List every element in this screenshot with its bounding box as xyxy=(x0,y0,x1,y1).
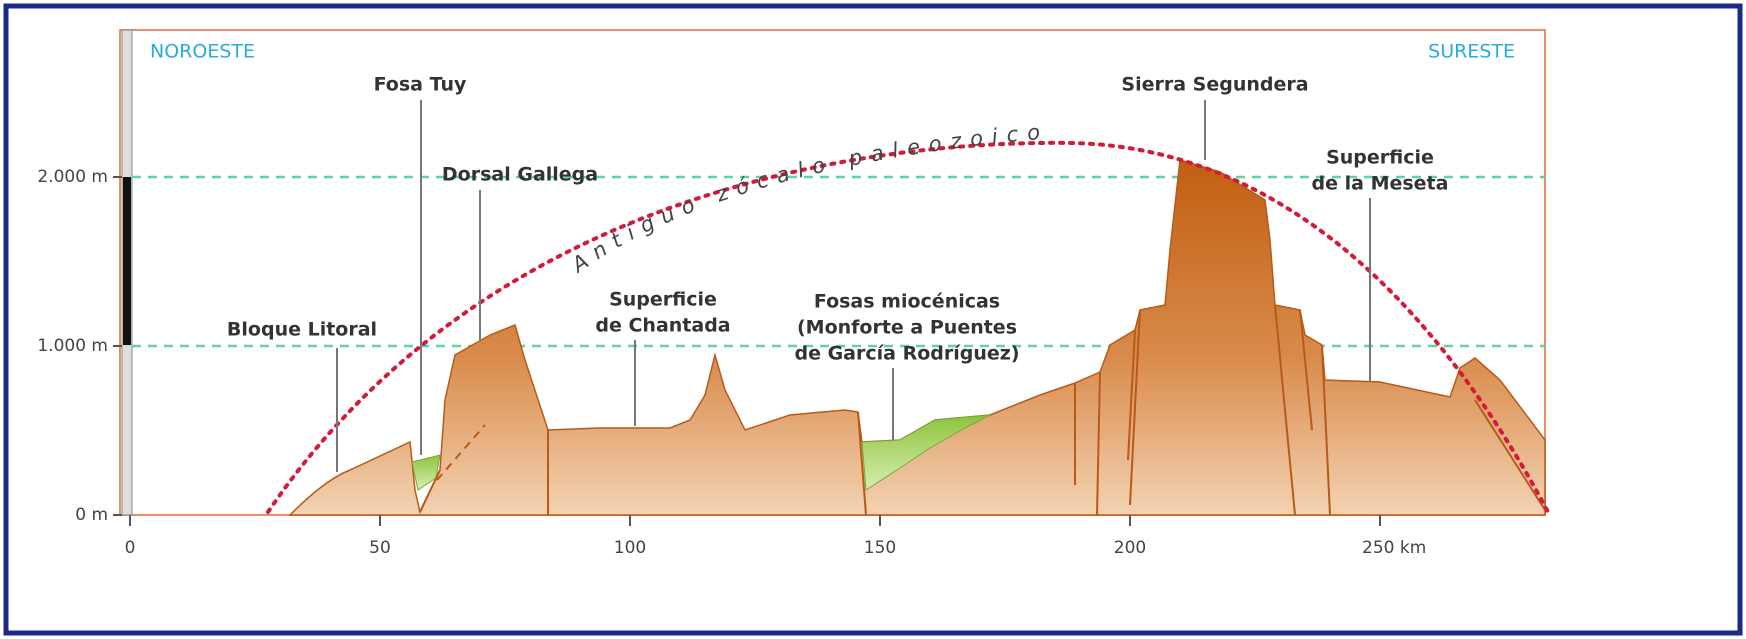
feature-label: Sierra Segundera xyxy=(1121,74,1308,96)
feature-label: Fosas miocénicas xyxy=(814,291,1000,313)
feature-label: (Monforte a Puentes xyxy=(797,317,1017,339)
x-tick-label: 50 xyxy=(369,538,391,558)
feature-label: Bloque Litoral xyxy=(227,319,377,341)
feature-label: Fosa Tuy xyxy=(374,74,467,96)
cross-section: Antiguo zócalo paleozoico NOROESTE SURES… xyxy=(0,0,1746,639)
y-tick-label: 1.000 m xyxy=(37,336,108,356)
x-tick-label: 250 km xyxy=(1362,538,1426,558)
feature-label: Superficie xyxy=(609,289,717,311)
direction-label: SURESTE xyxy=(1428,41,1515,63)
x-tick-label: 150 xyxy=(864,538,896,558)
y-tick-label: 0 m xyxy=(75,505,108,525)
feature-label: Superficie xyxy=(1326,147,1434,169)
y-tick-label: 2.000 m xyxy=(37,167,108,187)
x-tick-label: 0 xyxy=(125,538,136,558)
feature-label: Dorsal Gallega xyxy=(442,164,598,186)
x-tick-label: 100 xyxy=(614,538,646,558)
axis-scale-block xyxy=(123,177,131,345)
feature-label: de Chantada xyxy=(595,315,730,337)
x-tick-label: 200 xyxy=(1114,538,1146,558)
feature-label: de García Rodríguez) xyxy=(794,343,1019,365)
direction-label: NOROESTE xyxy=(150,41,255,63)
feature-label: de la Meseta xyxy=(1312,173,1449,195)
